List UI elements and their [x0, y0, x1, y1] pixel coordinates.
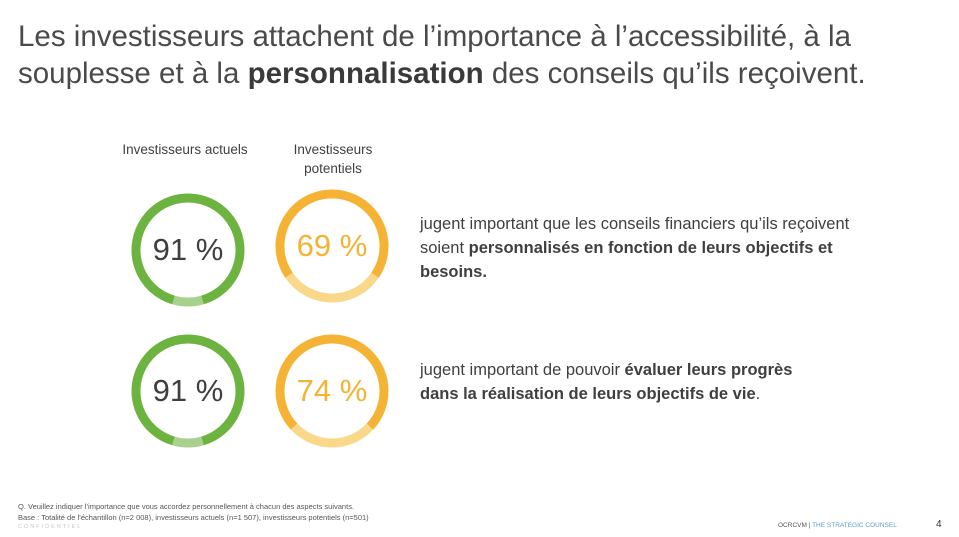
donut-remainder-arc	[172, 436, 204, 448]
column-header-potential: Investisseurs potentiels	[293, 142, 373, 176]
donut-potential-progress: 74 %	[274, 333, 390, 449]
statement-progress: jugent important de pouvoir évaluer leur…	[420, 361, 793, 403]
donut-value-label: 91 %	[152, 373, 224, 408]
donut-svg	[275, 334, 389, 448]
donut-value-label: 69 %	[296, 228, 368, 263]
donut-value-arc	[131, 334, 245, 446]
title-text: Les investisseurs attachent de l’importa…	[18, 20, 851, 90]
donut-remainder-arc	[172, 295, 204, 307]
donut-remainder-arc	[290, 423, 374, 448]
footnote-base: Base : Totalité de l’échantillon (n=2 00…	[18, 513, 369, 522]
title-bold: personnalisation	[247, 57, 484, 90]
donut-value-arc	[275, 334, 389, 430]
statement-bold: évaluer leurs progrès dans la réalisatio…	[420, 361, 793, 403]
donut-value-arc	[131, 193, 245, 305]
footer-brand: OCRCVM | THE STRATEGIC COUNSEL	[778, 522, 897, 529]
statement-personalised: jugent important que les conseils financ…	[420, 215, 850, 281]
footnote: Q. Veuillez indiquer l’importance que vo…	[18, 501, 618, 523]
page-number: 4	[936, 519, 942, 530]
donut-current-progress: 91 %	[130, 333, 246, 449]
statement-bold: personnalisés en fonction de leurs objec…	[420, 239, 833, 281]
donut-svg	[131, 193, 245, 307]
donut-remainder-arc	[285, 272, 379, 303]
column-header-current: Investisseurs actuels	[122, 142, 248, 157]
donut-value-arc	[275, 189, 389, 278]
donut-current-personalised: 91 %	[130, 192, 246, 308]
brand-strategic-counsel: THE STRATEGIC COUNSEL	[812, 522, 897, 529]
footnote-question: Q. Veuillez indiquer l’importance que vo…	[18, 502, 355, 511]
confidential-mark: CONFIDENTIEL	[18, 524, 83, 530]
donut-value-label: 91 %	[152, 232, 224, 267]
page-title: Les investisseurs attachent de l’importa…	[18, 18, 938, 92]
donut-value-label: 74 %	[296, 373, 368, 408]
donut-svg	[275, 189, 389, 303]
title-text-end: des conseils qu’ils reçoivent.	[483, 57, 866, 90]
donut-svg	[131, 334, 245, 448]
donut-potential-personalised: 69 %	[274, 188, 390, 304]
